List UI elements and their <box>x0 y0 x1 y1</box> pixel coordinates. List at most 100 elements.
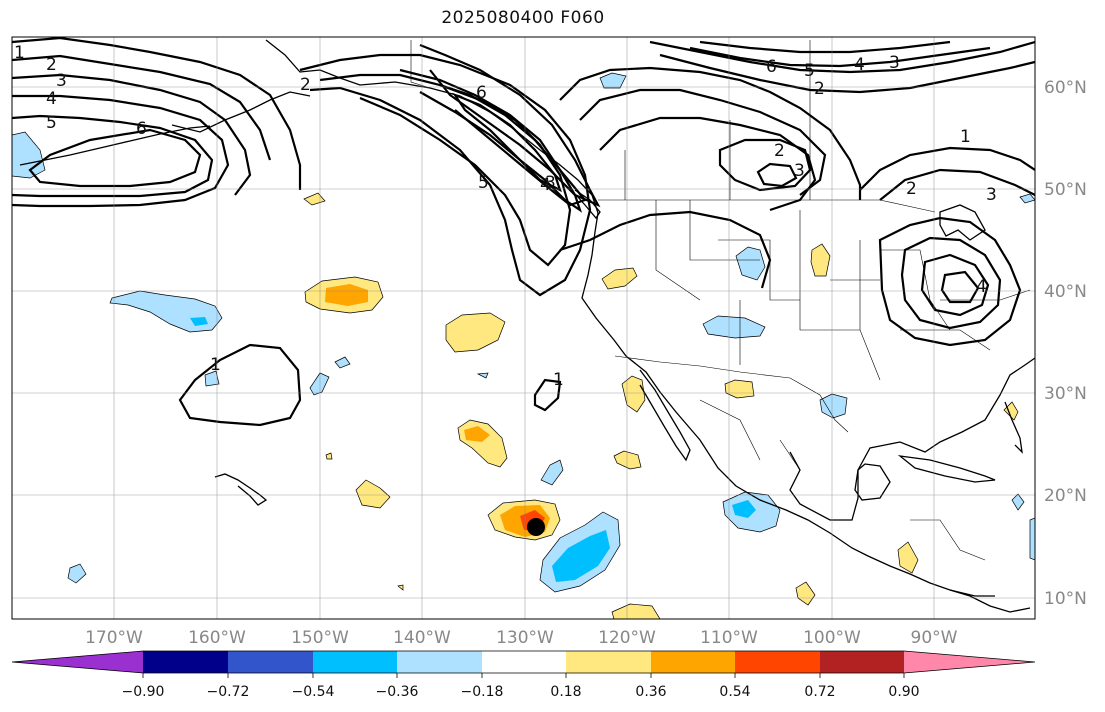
anomaly-yellow-central-america <box>897 541 919 574</box>
colorbar-tick-label: 0.36 <box>635 684 666 700</box>
lon-label: 150°W <box>291 628 349 648</box>
contour-east-2 <box>879 168 1035 201</box>
lat-label: 30°N <box>1044 384 1087 404</box>
colorbar-tick-label: 0.90 <box>888 684 919 700</box>
border-state-7 <box>880 249 951 331</box>
contour-east-trough-2 <box>900 236 1002 330</box>
longitude-labels: 170°W 160°W 150°W 140°W 130°W 120°W 110°… <box>85 628 958 648</box>
coastline-yucatan <box>854 463 891 501</box>
graticule <box>12 37 1035 619</box>
colorbar-swatch <box>143 651 228 673</box>
contour-label: 6 <box>476 83 487 103</box>
lon-label: 120°W <box>598 628 656 648</box>
contour-label: 3 <box>56 71 67 91</box>
contour-6-northwest <box>28 128 202 188</box>
lat-label: 20°N <box>1044 486 1087 506</box>
anomaly-yellow-small-2 <box>355 479 391 509</box>
anomaly-blue-small-3 <box>204 370 220 387</box>
contour-gulf-alaska-5 <box>439 83 587 207</box>
anomaly-blue-small-1 <box>334 356 351 369</box>
contour-upper-north-4 <box>699 40 951 54</box>
shaded-anomaly-fields <box>12 72 1035 619</box>
contour-east-trough-4 <box>940 270 980 304</box>
anomaly-cyan-pacific-mexico <box>732 500 756 518</box>
contour-label: 1 <box>960 127 971 147</box>
height-contours <box>12 37 1035 427</box>
contour-labels: 1 2 3 4 5 6 6 5 4 3 2 6 5 4 3 2 2 3 1 1 … <box>14 43 997 390</box>
colorbar-tick-label: −0.36 <box>376 684 419 700</box>
colorbar-swatch <box>735 651 820 673</box>
anomaly-blue-small-6 <box>67 563 87 584</box>
colorbar-swatch <box>482 651 566 673</box>
lon-label: 100°W <box>803 628 861 648</box>
map-title: 2025080400 F060 <box>441 8 605 28</box>
border-central-america <box>910 519 986 561</box>
anomaly-blue-canada <box>599 72 627 89</box>
colorbar-swatch <box>820 651 904 673</box>
contour-gulf-alaska-4 <box>419 43 601 208</box>
anomaly-yellow-dot-1 <box>325 452 333 460</box>
lon-label: 140°W <box>393 628 451 648</box>
border-canada-provinces <box>624 40 811 200</box>
contour-gulf-alaska-2 <box>319 73 572 267</box>
contour-1-northwest <box>12 37 302 190</box>
contour-label: 6 <box>766 57 777 77</box>
contour-label: 1 <box>210 355 221 375</box>
colorbar: −0.90 −0.72 −0.54 −0.36 −0.18 0.18 0.36 … <box>11 650 1036 700</box>
contour-label: 1 <box>553 370 564 390</box>
contour-upper-north-3 <box>689 46 991 68</box>
contour-upper-north-2 <box>659 53 1035 94</box>
contour-label: 4 <box>854 55 865 75</box>
anomaly-yellow-california <box>601 267 638 290</box>
latitude-labels: 60°N 50°N 40°N 30°N 20°N 10°N <box>1044 78 1087 609</box>
contour-4-northwest <box>12 94 230 208</box>
colorbar-tick-label: 0.72 <box>804 684 835 700</box>
anomaly-blue-east-3 <box>1019 193 1035 204</box>
storm-center-marker <box>527 518 545 536</box>
anomaly-blue-east-2 <box>1029 517 1035 561</box>
coastline-florida <box>1004 401 1023 454</box>
colorbar-tick-label: −0.18 <box>461 684 504 700</box>
contour-label: 3 <box>889 53 900 73</box>
colorbar-tick-label: −0.54 <box>292 684 335 700</box>
colorbar-swatch <box>228 651 313 673</box>
contour-canada-2 <box>579 88 827 196</box>
contour-label: 1 <box>14 43 25 63</box>
contour-label: 2 <box>814 79 825 99</box>
lon-label: 160°W <box>188 628 246 648</box>
contour-label: 6 <box>136 119 147 139</box>
contour-label: 4 <box>976 277 987 297</box>
border-state-9 <box>900 329 991 351</box>
contour-label: 5 <box>46 113 57 133</box>
contour-small-loop <box>533 378 562 412</box>
anomaly-blue-small-2 <box>309 372 330 396</box>
border-state-3 <box>718 239 800 301</box>
colorbar-tick-label: 0.18 <box>550 684 581 700</box>
anomaly-blue-arizona <box>702 315 766 339</box>
border-state-5 <box>799 210 860 331</box>
contour-label: 4 <box>540 175 551 195</box>
lon-label: 130°W <box>496 628 554 648</box>
contour-label: 2 <box>906 179 917 199</box>
contour-label: 2 <box>46 55 57 75</box>
anomaly-yellow-small-3 <box>795 581 816 606</box>
contour-canada-low-inner <box>756 162 798 188</box>
border-state-6 <box>859 240 881 381</box>
anomaly-blue-alaska-west <box>12 131 46 179</box>
anomaly-blue-utah <box>735 246 766 281</box>
anomaly-blue-east-1 <box>1011 493 1025 511</box>
lat-label: 60°N <box>1044 78 1087 98</box>
coastlines <box>19 39 1035 613</box>
contour-upper-north-1 <box>649 40 1035 74</box>
anomaly-yellow-pacific-2 <box>445 312 506 353</box>
coastline-cuba <box>897 455 996 483</box>
anomaly-yellow-colorado <box>810 243 831 277</box>
lon-label: 110°W <box>700 628 758 648</box>
lon-label: 170°W <box>85 628 143 648</box>
contour-label: 5 <box>804 61 815 81</box>
contour-east-trough-1 <box>878 216 1022 347</box>
anomaly-yellow-dot-2 <box>397 584 404 591</box>
anomaly-blue-small-5 <box>540 459 564 486</box>
coastline-aleutians <box>19 125 211 166</box>
